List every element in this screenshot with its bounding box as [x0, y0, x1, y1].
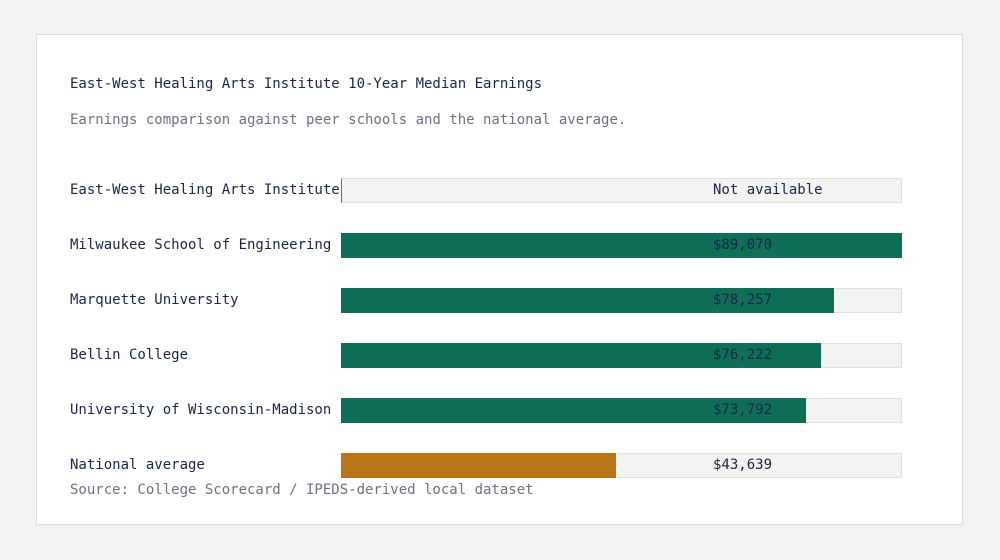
earnings-bar: [341, 233, 902, 258]
bar-value-label: $73,792: [713, 402, 773, 418]
bar-track: $89,070: [341, 233, 902, 258]
bar-track: $78,257: [341, 288, 902, 313]
bar-row: University of Wisconsin-Madison $73,792: [70, 398, 902, 423]
bar-category-label: Marquette University: [70, 292, 239, 308]
bar-row: Marquette University $78,257: [70, 288, 902, 313]
chart-title: East-West Healing Arts Institute 10-Year…: [70, 76, 543, 92]
national-average-bar: [341, 453, 616, 478]
bar-row: National average $43,639: [70, 453, 902, 478]
bar-value-label: $43,639: [713, 457, 773, 473]
bar-track: $76,222: [341, 343, 902, 368]
bar-value-label: Not available: [713, 182, 823, 198]
earnings-bar: [341, 288, 834, 313]
bar-row: Milwaukee School of Engineering $89,070: [70, 233, 902, 258]
bar-category-label: Bellin College: [70, 347, 189, 363]
bar-track: Not available: [341, 178, 902, 203]
bar-value-label: $76,222: [713, 347, 773, 363]
bar-category-label: East-West Healing Arts Institute: [70, 182, 340, 198]
bar-track: $43,639: [341, 453, 902, 478]
bar-category-label: University of Wisconsin-Madison: [70, 402, 332, 418]
bar-row: East-West Healing Arts Institute Not avai…: [70, 178, 902, 203]
bar-row: Bellin College $76,222: [70, 343, 902, 368]
bar-category-label: National average: [70, 457, 205, 473]
bar-value-label: $89,070: [713, 237, 773, 253]
earnings-bar: [341, 398, 806, 423]
bar-value-label: $78,257: [713, 292, 773, 308]
earnings-bar: [341, 343, 821, 368]
chart-subtitle: Earnings comparison against peer schools…: [70, 112, 627, 128]
chart-source: Source: College Scorecard / IPEDS-derive…: [70, 482, 534, 498]
chart-card: East-West Healing Arts Institute 10-Year…: [36, 34, 963, 525]
bar-track: $73,792: [341, 398, 902, 423]
bar-category-label: Milwaukee School of Engineering: [70, 237, 332, 253]
